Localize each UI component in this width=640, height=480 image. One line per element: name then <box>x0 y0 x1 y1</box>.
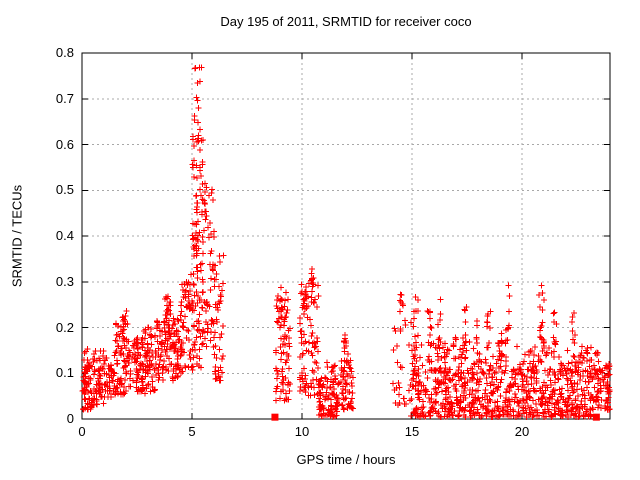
square-point <box>592 413 600 421</box>
x-axis-label: GPS time / hours <box>296 452 396 467</box>
y-tick-label: 0.3 <box>55 273 74 289</box>
y-tick-label: 0.5 <box>55 182 74 198</box>
x-tick-label: 5 <box>188 424 196 439</box>
square-point <box>271 413 279 421</box>
x-tick-label: 0 <box>78 424 86 439</box>
y-tick-label: 0.7 <box>55 90 74 106</box>
x-tick-label: 10 <box>294 424 310 439</box>
y-tick-label: 0.2 <box>55 319 74 335</box>
x-tick-label: 15 <box>404 424 420 439</box>
y-tick-label: 0.8 <box>55 45 74 60</box>
scatter-points <box>79 64 613 421</box>
chart-title: Day 195 of 2011, SRMTID for receiver coc… <box>220 14 472 29</box>
y-tick-label: 0.4 <box>55 228 74 243</box>
y-tick-label: 0 <box>66 411 74 426</box>
x-tick-label: 20 <box>514 424 530 439</box>
y-tick-label: 0.6 <box>55 136 74 152</box>
y-tick-label: 0.1 <box>55 365 74 381</box>
